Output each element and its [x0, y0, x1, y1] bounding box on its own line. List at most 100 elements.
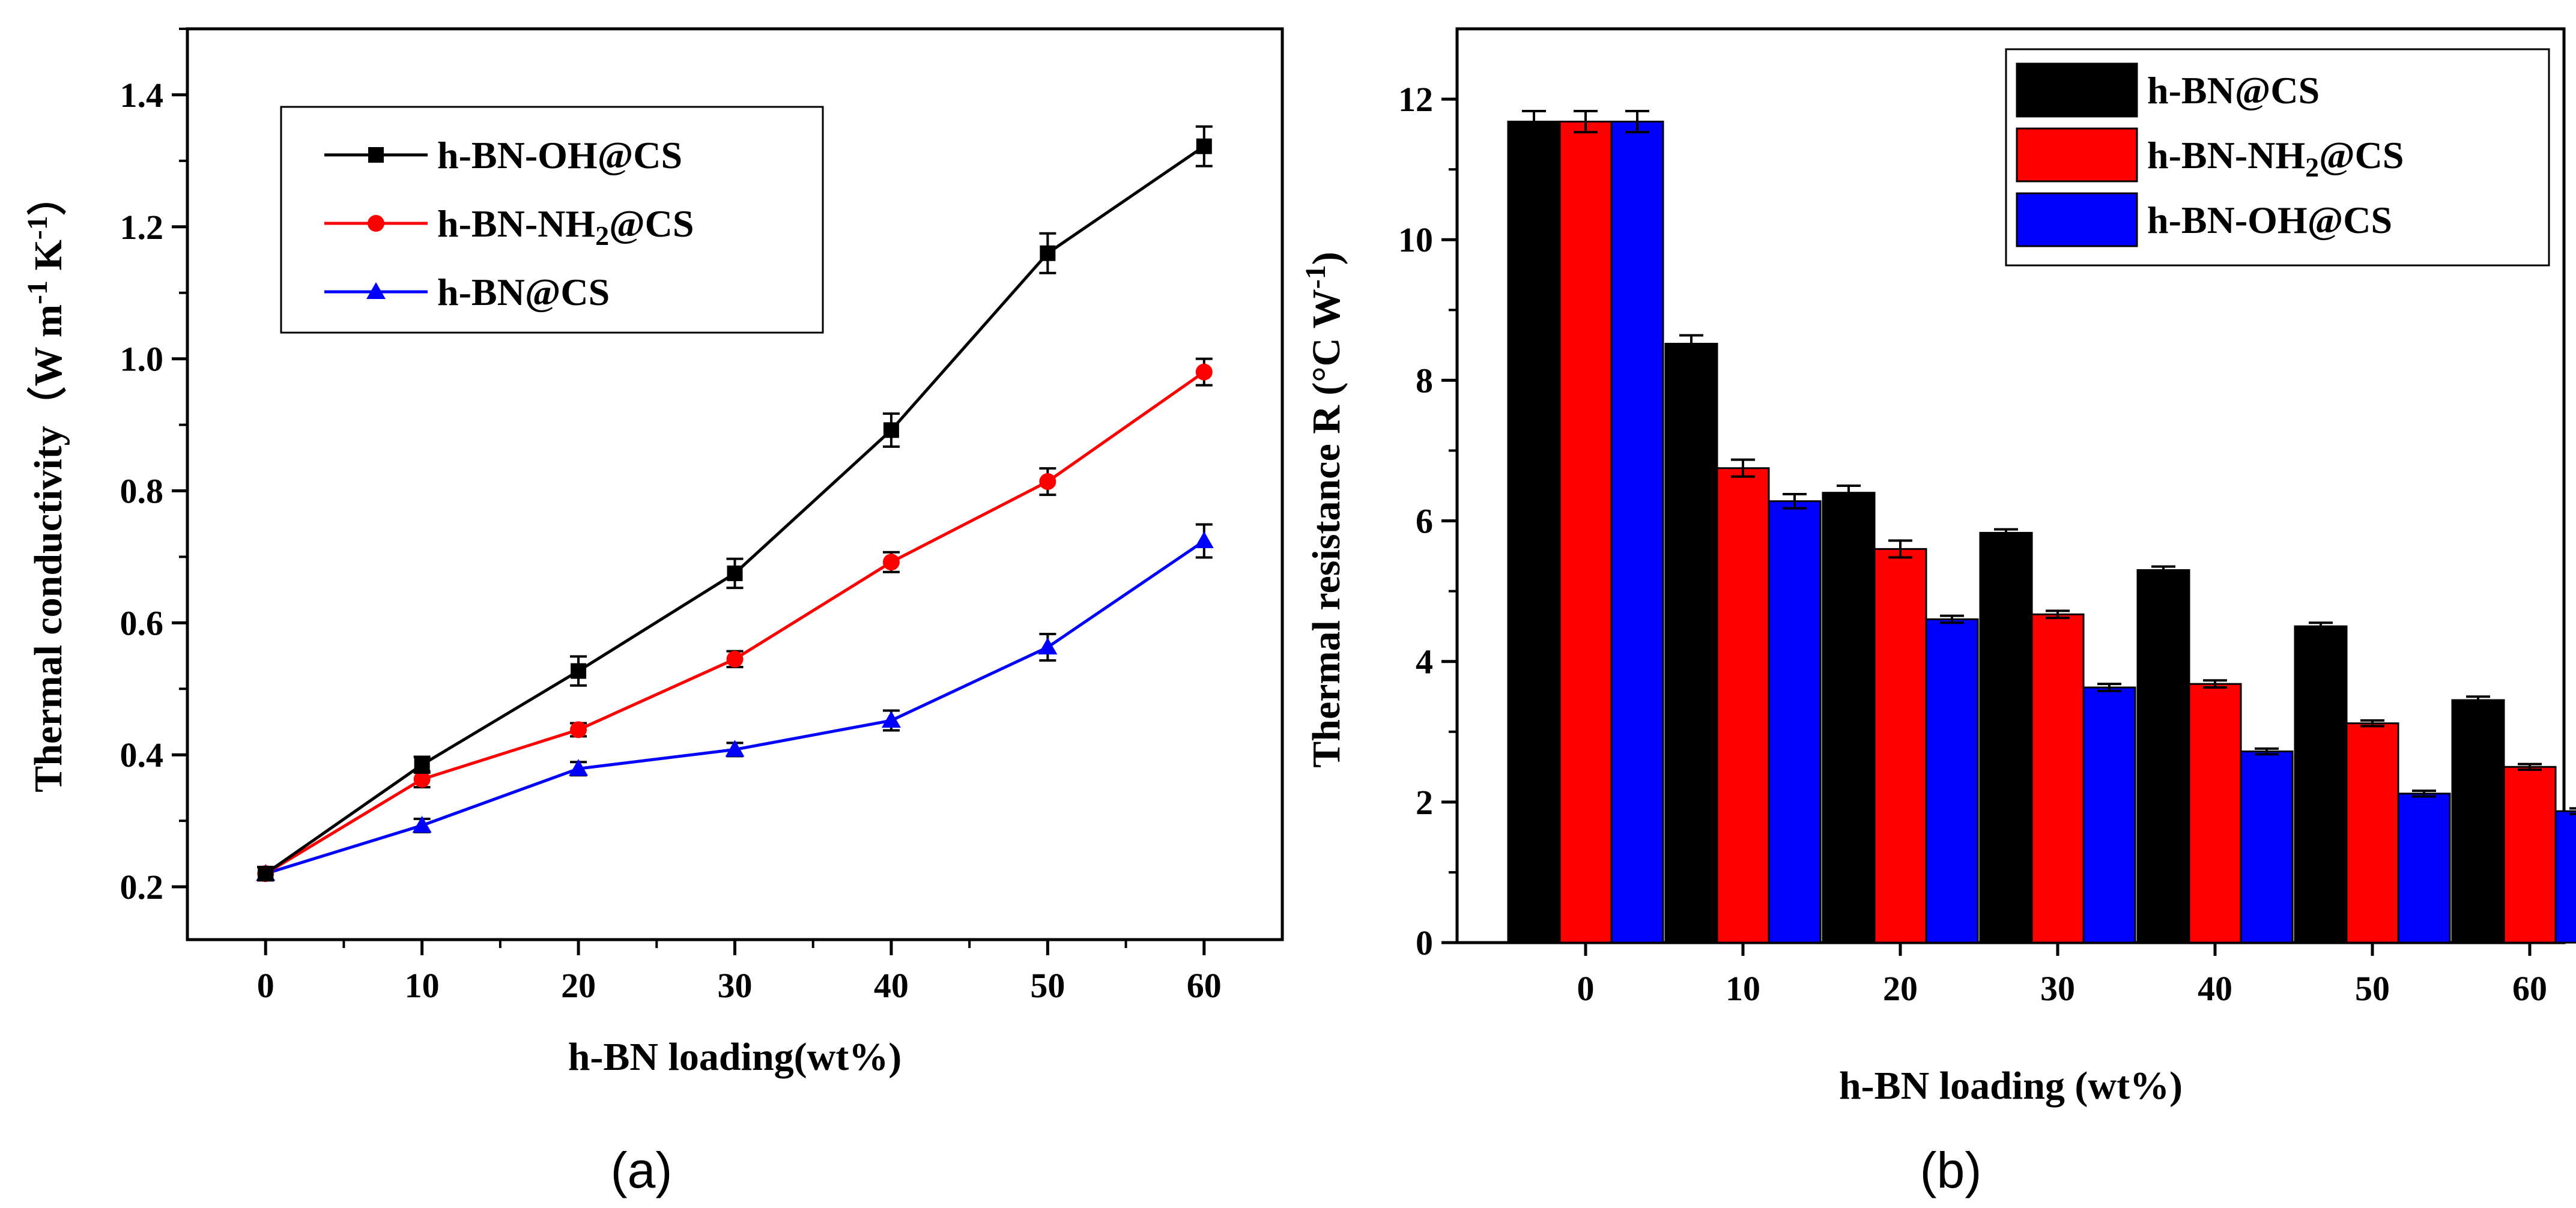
bar-h-BN@CS-40	[2136, 569, 2190, 944]
legend: h-BN@CS h-BN-NH2@CS h-BN-OH@CS	[2005, 48, 2550, 267]
legend-label: h-BN-NH2@CS	[2147, 134, 2404, 183]
bar-h-BN-NH2@CS-50	[2345, 722, 2399, 944]
data-point	[412, 815, 432, 833]
legend-swatch	[2016, 62, 2138, 118]
data-point	[1196, 138, 1212, 154]
x-tick-label: 0	[1577, 969, 1595, 1008]
y-tick-label: 4	[1416, 642, 1433, 681]
error-bar	[1522, 109, 1546, 134]
y-tick-label: 0.6	[120, 603, 164, 642]
x-tick-label: 50	[2355, 969, 2390, 1008]
y-tick-label: 0.4	[120, 735, 164, 775]
x-tick-label: 60	[1187, 966, 1222, 1005]
legend-label: h-BN-OH@CS	[2147, 199, 2392, 241]
error-bar	[1679, 334, 1703, 354]
legend-label: h-BN@CS	[2147, 69, 2320, 112]
data-point	[413, 770, 431, 788]
error-bar	[2360, 719, 2384, 728]
panel-a-caption: (a)	[611, 1142, 673, 1198]
y-tick-label: 1.4	[120, 76, 164, 115]
x-tick-label: 20	[1883, 969, 1918, 1008]
error-bar	[1837, 485, 1861, 501]
error-bar	[2203, 679, 2227, 689]
data-point	[725, 740, 745, 757]
series-line	[264, 370, 1205, 875]
chart-panel-b: 0 10 20 30 40 50 60 0 2 4 6 8 10 12 h-BN loading (wt%)…	[1300, 27, 2576, 1108]
data-point	[882, 554, 900, 571]
y-tick-label: 12	[1398, 80, 1433, 119]
data-point	[881, 711, 901, 728]
y-tick-label: 1.0	[120, 340, 164, 379]
bar-h-BN@CS-30	[1979, 531, 2033, 944]
legend-label: h-BN@CS	[437, 271, 610, 313]
x-tick-label: 60	[2512, 969, 2547, 1008]
bar-h-BN-OH@CS-60	[2554, 810, 2576, 944]
y-tick-label: 6	[1416, 502, 1433, 541]
error-bar	[2569, 807, 2576, 815]
data-point	[414, 757, 430, 773]
data-point	[569, 759, 589, 776]
legend-marker	[368, 215, 384, 232]
error-bar	[1888, 539, 1912, 559]
series-h-BN@CS	[256, 523, 1214, 882]
data-point	[571, 663, 587, 679]
data-point	[883, 422, 899, 438]
legend-marker	[366, 282, 386, 299]
legend-swatch	[2016, 127, 2138, 183]
bar-h-BN@CS-50	[2294, 625, 2348, 944]
bar-h-BN-NH2@CS-10	[1716, 467, 1770, 944]
data-point	[1038, 638, 1058, 655]
legend-label: h-BN-OH@CS	[437, 134, 682, 177]
bar-h-BN-OH@CS-20	[1925, 618, 1979, 944]
legend-marker	[368, 147, 384, 163]
x-tick-label: 10	[405, 966, 440, 1005]
error-bar	[2309, 621, 2333, 632]
error-bar	[1994, 528, 2018, 538]
y-tick-label: 0.2	[120, 868, 164, 907]
x-tick-label: 40	[874, 966, 909, 1005]
data-point	[258, 866, 274, 882]
y-tick-label: 2	[1416, 783, 1433, 822]
error-bar	[1625, 109, 1649, 134]
data-point	[727, 565, 743, 581]
x-axis-label: h-BN loading (wt%)	[1839, 1064, 2183, 1108]
x-tick-label: 0	[257, 966, 274, 1005]
x-tick-label: 10	[1726, 969, 1760, 1008]
bar-h-BN-NH2@CS-20	[1873, 548, 1927, 944]
x-tick-label: 40	[2198, 969, 2232, 1008]
error-bar	[2518, 763, 2542, 771]
panel-b-caption: (b)	[1920, 1142, 1982, 1198]
y-tick-label: 1.2	[120, 208, 164, 247]
data-point	[726, 650, 744, 668]
y-tick-label: 8	[1416, 361, 1433, 400]
bar-h-BN-OH@CS-0	[1610, 121, 1664, 944]
y-tick-label: 0.8	[120, 471, 164, 510]
x-tick-label: 30	[718, 966, 753, 1005]
series-h-BN-OH@CS	[257, 125, 1213, 882]
data-point	[1039, 473, 1056, 491]
bar-h-BN@CS-20	[1822, 492, 1876, 944]
bar-h-BN-NH2@CS-30	[2031, 613, 2085, 944]
legend: h-BN-OH@CS h-BN-NH2@CS h-BN@CS	[280, 106, 824, 334]
bar-h-BN-NH2@CS-0	[1559, 121, 1613, 944]
error-bar	[2097, 683, 2121, 692]
data-point	[1040, 245, 1056, 261]
chart-panel-a: 0 10 20 30 40 50 60 0.2 0.4 0.6 0.8 1.0 1.2 1.4 h-BN l…	[22, 27, 1284, 1079]
bar-h-BN@CS-0	[1507, 121, 1561, 944]
y-axis-label: Thermal resistance R (°C W-1)	[1300, 252, 1348, 767]
error-bar	[1940, 614, 1964, 624]
data-point	[570, 721, 587, 738]
x-tick-label: 50	[1030, 966, 1065, 1005]
bar-h-BN-OH@CS-10	[1768, 500, 1822, 944]
error-bar	[1574, 109, 1598, 134]
data-point	[1194, 531, 1214, 549]
x-tick-label: 20	[561, 966, 596, 1005]
data-point	[1195, 363, 1213, 381]
error-bar	[1783, 493, 1807, 510]
bar-h-BN-NH2@CS-60	[2503, 766, 2557, 944]
legend-swatch	[2016, 192, 2138, 247]
error-bar	[2046, 609, 2070, 620]
series-line	[265, 539, 1205, 875]
y-tick-label: 10	[1398, 220, 1433, 259]
